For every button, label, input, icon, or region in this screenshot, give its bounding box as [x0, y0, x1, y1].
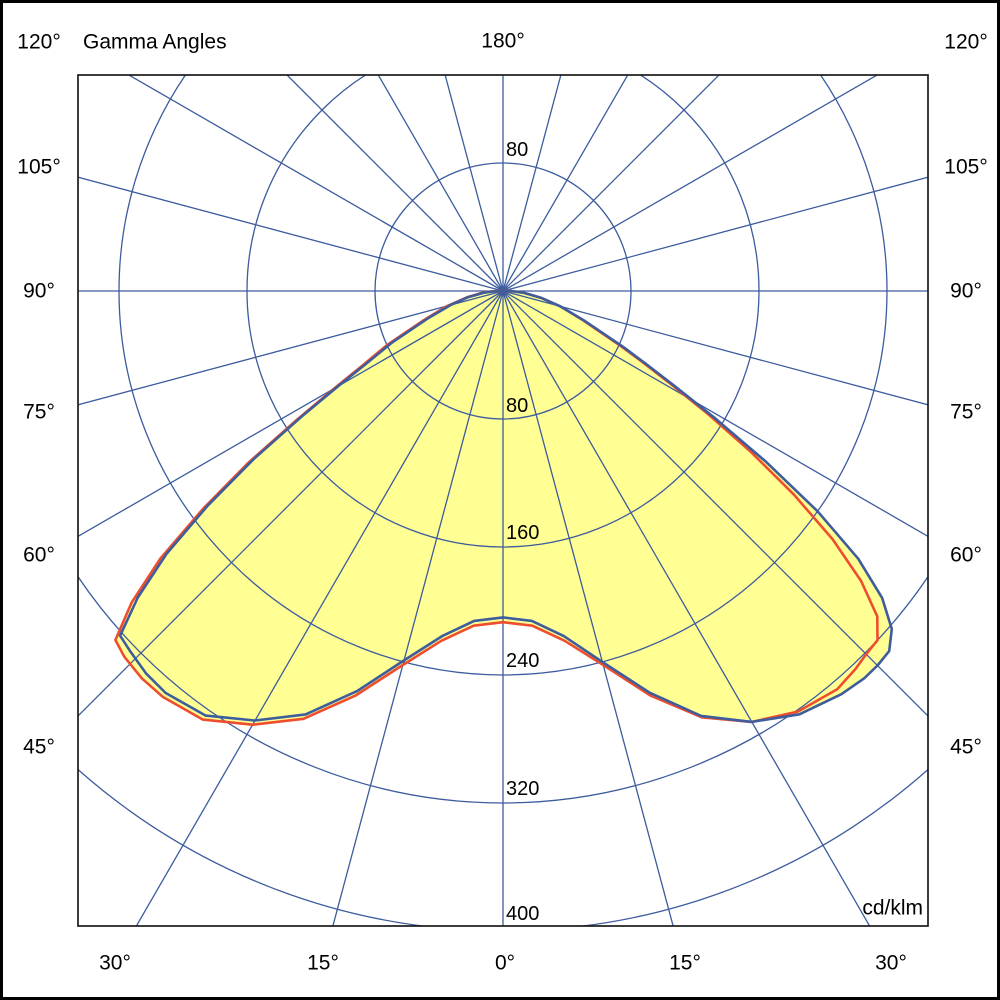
angle-label-bottom-left-15: 15°	[307, 951, 339, 975]
radial-tick-320-down: 320	[506, 778, 540, 800]
radial-tick-80-up: 80	[506, 139, 529, 161]
page-title: Gamma Angles	[83, 30, 227, 54]
angle-label-bottom-right-30: 30°	[875, 951, 907, 975]
radial-tick-240-down: 240	[506, 650, 540, 672]
angle-label-left-105: 105°	[17, 155, 61, 179]
angle-label-left-45: 45°	[23, 735, 55, 759]
angle-label-right-75: 75°	[950, 400, 982, 424]
angle-label-bottom-right-15: 15°	[669, 951, 701, 975]
angle-label-top-right-120: 120°	[944, 30, 988, 54]
radial-tick-160-down: 160	[506, 522, 540, 544]
angle-label-right-60: 60°	[950, 543, 982, 567]
angle-label-left-60: 60°	[23, 543, 55, 567]
radial-tick-80-down: 80	[506, 395, 529, 417]
angle-label-right-105: 105°	[944, 155, 988, 179]
angle-label-bottom-0: 0°	[494, 951, 516, 975]
angle-label-top-left-120: 120°	[17, 30, 61, 54]
angle-label-right-45: 45°	[950, 735, 982, 759]
radial-tick-400-down: 400	[506, 903, 540, 925]
angle-label-left-75: 75°	[23, 400, 55, 424]
angle-label-top-center-180: 180°	[481, 29, 525, 53]
angle-label-left-90: 90°	[23, 279, 55, 303]
polar-plot-canvas	[77, 74, 929, 927]
angle-label-bottom-left-30: 30°	[99, 951, 131, 975]
unit-label: cd/klm	[862, 896, 923, 920]
angle-label-right-90: 90°	[950, 279, 982, 303]
